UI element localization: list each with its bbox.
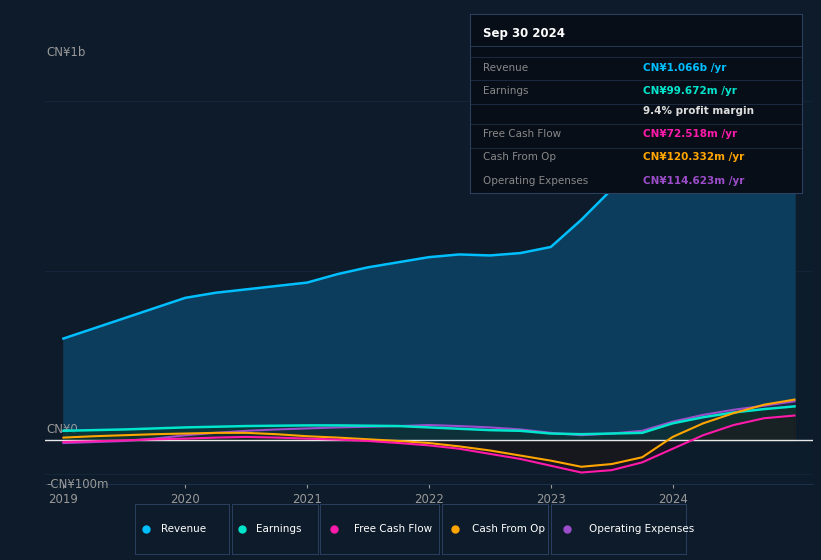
Text: Earnings: Earnings: [483, 86, 529, 96]
Text: CN¥114.623m /yr: CN¥114.623m /yr: [643, 176, 744, 186]
Text: Free Cash Flow: Free Cash Flow: [354, 524, 432, 534]
Text: CN¥72.518m /yr: CN¥72.518m /yr: [643, 129, 736, 139]
Text: Cash From Op: Cash From Op: [471, 524, 544, 534]
Text: Sep 30 2024: Sep 30 2024: [483, 26, 565, 40]
Text: CN¥1b: CN¥1b: [46, 46, 85, 59]
Text: Cash From Op: Cash From Op: [483, 152, 556, 162]
Text: Earnings: Earnings: [255, 524, 301, 534]
Text: -CN¥100m: -CN¥100m: [46, 478, 108, 491]
Text: 9.4% profit margin: 9.4% profit margin: [643, 106, 754, 116]
Text: CN¥1.066b /yr: CN¥1.066b /yr: [643, 63, 726, 73]
Text: Revenue: Revenue: [483, 63, 528, 73]
Text: Revenue: Revenue: [161, 524, 206, 534]
Text: CN¥0: CN¥0: [46, 423, 78, 436]
Text: Free Cash Flow: Free Cash Flow: [483, 129, 561, 139]
Text: Operating Expenses: Operating Expenses: [483, 176, 588, 186]
Bar: [642, 67, 813, 484]
Text: CN¥120.332m /yr: CN¥120.332m /yr: [643, 152, 744, 162]
Text: CN¥99.672m /yr: CN¥99.672m /yr: [643, 86, 736, 96]
Text: Operating Expenses: Operating Expenses: [589, 524, 694, 534]
